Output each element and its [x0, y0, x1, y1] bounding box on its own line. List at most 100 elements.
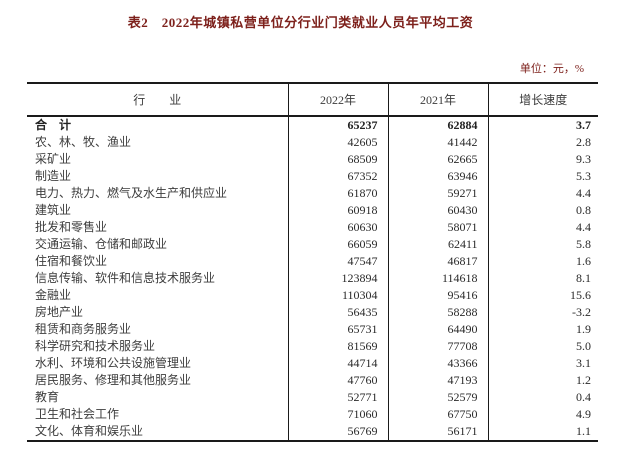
table-row: 金融业 110304 95416 15.6 [27, 287, 598, 304]
column-header-growth: 增长速度 [487, 83, 598, 116]
value-2022-cell: 60630 [287, 219, 388, 236]
column-header-2021: 2021年 [387, 83, 488, 116]
value-2021-cell: 114618 [387, 270, 488, 287]
value-2022-cell: 52771 [287, 389, 388, 406]
table-row: 建筑业 60918 60430 0.8 [27, 202, 598, 219]
industry-cell: 建筑业 [35, 203, 72, 217]
industry-cell: 水利、环境和公共设施管理业 [35, 356, 192, 370]
table-row: 文化、体育和娱乐业 56769 56171 1.1 [27, 423, 598, 441]
value-2021-cell: 43366 [387, 355, 488, 372]
table-row: 合 计 65237 62884 3.7 [27, 116, 598, 134]
value-2022-cell: 56435 [287, 304, 388, 321]
value-2021-cell: 62884 [387, 116, 488, 134]
value-2021-cell: 58288 [387, 304, 488, 321]
value-2022-cell: 65731 [287, 321, 388, 338]
growth-cell: 5.8 [487, 236, 598, 253]
growth-cell: 4.4 [487, 219, 598, 236]
value-2021-cell: 46817 [387, 253, 488, 270]
value-2022-cell: 66059 [287, 236, 388, 253]
value-2021-cell: 62665 [387, 151, 488, 168]
value-2021-cell: 41442 [387, 134, 488, 151]
value-2022-cell: 123894 [287, 270, 388, 287]
table-row: 住宿和餐饮业 47547 46817 1.6 [27, 253, 598, 270]
value-2022-cell: 47547 [287, 253, 388, 270]
table-row: 水利、环境和公共设施管理业 44714 43366 3.1 [27, 355, 598, 372]
table-row: 农、林、牧、渔业 42605 41442 2.8 [27, 134, 598, 151]
growth-cell: 3.1 [487, 355, 598, 372]
industry-cell: 合 计 [35, 118, 72, 132]
industry-cell: 电力、热力、燃气及水生产和供应业 [35, 186, 228, 200]
header-row: 行 业 2022年 2021年 增长速度 [27, 83, 598, 116]
table-row: 信息传输、软件和信息技术服务业 123894 114618 8.1 [27, 270, 598, 287]
growth-cell: 8.1 [487, 270, 598, 287]
value-2021-cell: 95416 [387, 287, 488, 304]
growth-cell: 4.4 [487, 185, 598, 202]
industry-cell: 文化、体育和娱乐业 [35, 424, 144, 438]
value-2021-cell: 60430 [387, 202, 488, 219]
table-row: 房地产业 56435 58288 -3.2 [27, 304, 598, 321]
growth-cell: 0.8 [487, 202, 598, 219]
value-2021-cell: 62411 [387, 236, 488, 253]
value-2021-cell: 63946 [387, 168, 488, 185]
value-2022-cell: 44714 [287, 355, 388, 372]
value-2021-cell: 64490 [387, 321, 488, 338]
table-row: 交通运输、仓储和邮政业 66059 62411 5.8 [27, 236, 598, 253]
value-2022-cell: 81569 [287, 338, 388, 355]
value-2022-cell: 61870 [287, 185, 388, 202]
table-title: 表2 2022年城镇私营单位分行业门类就业人员年平均工资 [127, 15, 474, 30]
value-2021-cell: 58071 [387, 219, 488, 236]
table-row: 居民服务、修理和其他服务业 47760 47193 1.2 [27, 372, 598, 389]
growth-cell: 3.7 [487, 116, 598, 134]
value-2021-cell: 56171 [387, 423, 488, 441]
value-2022-cell: 110304 [287, 287, 388, 304]
document-page: 表2 2022年城镇私营单位分行业门类就业人员年平均工资 单位：元，% 行 业 … [27, 13, 598, 442]
growth-cell: -3.2 [487, 304, 598, 321]
column-header-industry: 行 业 [133, 93, 182, 107]
value-2021-cell: 67750 [387, 406, 488, 423]
growth-cell: 5.3 [487, 168, 598, 185]
industry-cell: 批发和零售业 [35, 220, 108, 234]
industry-cell: 租赁和商务服务业 [35, 322, 132, 336]
growth-cell: 1.6 [487, 253, 598, 270]
table-row: 采矿业 68509 62665 9.3 [27, 151, 598, 168]
value-2022-cell: 42605 [287, 134, 388, 151]
value-2022-cell: 60918 [287, 202, 388, 219]
value-2022-cell: 47760 [287, 372, 388, 389]
industry-cell: 住宿和餐饮业 [35, 254, 108, 268]
table-row: 批发和零售业 60630 58071 4.4 [27, 219, 598, 236]
wage-table: 行 业 2022年 2021年 增长速度 合 计 65237 62884 3.7 农、林… [27, 82, 598, 442]
table-row: 电力、热力、燃气及水生产和供应业 61870 59271 4.4 [27, 185, 598, 202]
value-2022-cell: 56769 [287, 423, 388, 441]
growth-cell: 1.1 [487, 423, 598, 441]
value-2021-cell: 52579 [387, 389, 488, 406]
growth-cell: 1.9 [487, 321, 598, 338]
table-row: 租赁和商务服务业 65731 64490 1.9 [27, 321, 598, 338]
value-2022-cell: 65237 [287, 116, 388, 134]
industry-cell: 农、林、牧、渔业 [35, 135, 132, 149]
value-2021-cell: 77708 [387, 338, 488, 355]
industry-cell: 金融业 [35, 288, 72, 302]
table-row: 教育 52771 52579 0.4 [27, 389, 598, 406]
table-row: 科学研究和技术服务业 81569 77708 5.0 [27, 338, 598, 355]
table-body: 合 计 65237 62884 3.7 农、林、牧、渔业 42605 41442 2.8 采矿业… [27, 116, 598, 441]
value-2021-cell: 47193 [387, 372, 488, 389]
value-2022-cell: 71060 [287, 406, 388, 423]
growth-cell: 1.2 [487, 372, 598, 389]
growth-cell: 4.9 [487, 406, 598, 423]
unit-note: 单位：元，% [519, 63, 584, 75]
growth-cell: 2.8 [487, 134, 598, 151]
table-row: 卫生和社会工作 71060 67750 4.9 [27, 406, 598, 423]
value-2022-cell: 67352 [287, 168, 388, 185]
industry-cell: 教育 [35, 390, 60, 404]
industry-cell: 制造业 [35, 169, 72, 183]
industry-cell: 居民服务、修理和其他服务业 [35, 373, 192, 387]
industry-cell: 卫生和社会工作 [35, 407, 120, 421]
growth-cell: 5.0 [487, 338, 598, 355]
industry-cell: 科学研究和技术服务业 [35, 339, 156, 353]
growth-cell: 15.6 [487, 287, 598, 304]
growth-cell: 0.4 [487, 389, 598, 406]
industry-cell: 采矿业 [35, 152, 72, 166]
table-row: 制造业 67352 63946 5.3 [27, 168, 598, 185]
industry-cell: 信息传输、软件和信息技术服务业 [35, 271, 216, 285]
industry-cell: 房地产业 [35, 305, 84, 319]
